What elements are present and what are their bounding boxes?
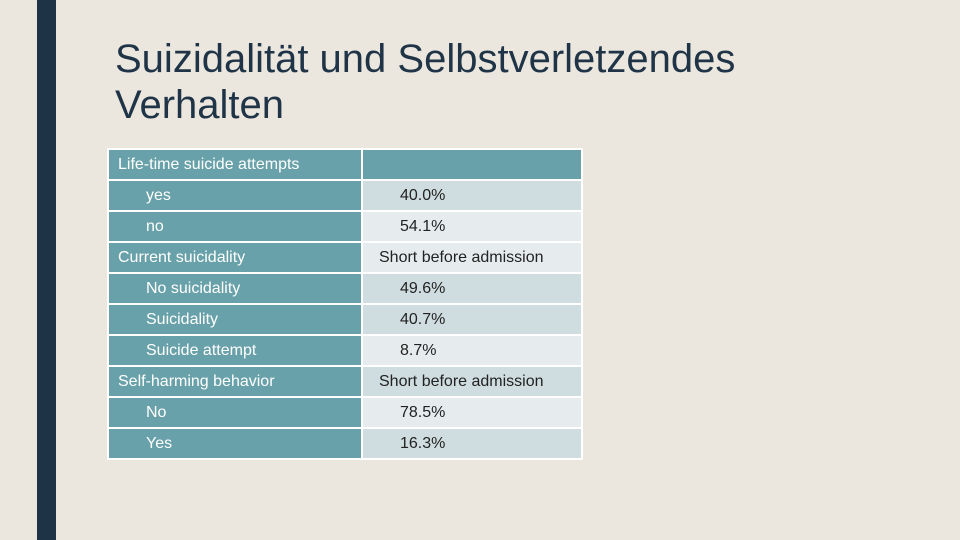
table-row: No suicidality 49.6% [107, 272, 583, 305]
section-header-cell: Life-time suicide attempts [107, 148, 363, 181]
section-header-cell: Current suicidality [107, 241, 363, 274]
row-label-cell: No [107, 396, 363, 429]
row-label-cell: Yes [107, 427, 363, 460]
section-header-value-cell: Short before admission [361, 241, 583, 274]
section-header-row: Current suicidality Short before admissi… [107, 241, 583, 274]
side-accent-bar [37, 0, 56, 540]
row-value: 40.7% [400, 310, 446, 328]
row-label-cell: no [107, 210, 363, 243]
row-value: 49.6% [400, 279, 446, 297]
row-value-cell: 16.3% [361, 427, 583, 460]
row-value-cell: 78.5% [361, 396, 583, 429]
row-label-cell: yes [107, 179, 363, 212]
table-row: Suicide attempt 8.7% [107, 334, 583, 367]
row-label-cell: Suicide attempt [107, 334, 363, 367]
section-header-value-cell [361, 148, 583, 181]
row-label: No [146, 403, 167, 421]
row-value: 16.3% [400, 434, 446, 452]
section-header-label: Current suicidality [118, 248, 246, 266]
section-header-value: Short before admission [379, 372, 544, 390]
row-label: no [146, 217, 164, 235]
section-header-row: Self-harming behavior Short before admis… [107, 365, 583, 398]
row-label: Suicidality [146, 310, 219, 328]
row-value: 78.5% [400, 403, 446, 421]
table-row: Suicidality 40.7% [107, 303, 583, 336]
row-value: 40.0% [400, 186, 446, 204]
row-value-cell: 8.7% [361, 334, 583, 367]
row-label: yes [146, 186, 171, 204]
row-value: 54.1% [400, 217, 446, 235]
row-label: Suicide attempt [146, 341, 257, 359]
slide-title-line-1: Suizidalität und Selbstverletzendes [115, 37, 736, 81]
table-row: yes 40.0% [107, 179, 583, 212]
row-label-cell: Suicidality [107, 303, 363, 336]
section-header-row: Life-time suicide attempts [107, 148, 583, 181]
slide-title: Suizidalität und Selbstverletzendes Verh… [115, 36, 915, 128]
section-header-value: Short before admission [379, 248, 544, 266]
row-label: No suicidality [146, 279, 241, 297]
table-row: Yes 16.3% [107, 427, 583, 460]
row-value: 8.7% [400, 341, 437, 359]
row-value-cell: 54.1% [361, 210, 583, 243]
row-label-cell: No suicidality [107, 272, 363, 305]
row-value-cell: 40.7% [361, 303, 583, 336]
section-header-value-cell: Short before admission [361, 365, 583, 398]
table-row: no 54.1% [107, 210, 583, 243]
section-header-cell: Self-harming behavior [107, 365, 363, 398]
table-row: No 78.5% [107, 396, 583, 429]
section-header-label: Self-harming behavior [118, 372, 275, 390]
suicidality-table: Life-time suicide attempts yes 40.0% no … [107, 148, 583, 460]
section-header-label: Life-time suicide attempts [118, 155, 300, 173]
slide-title-line-2: Verhalten [115, 83, 285, 127]
row-label: Yes [146, 434, 173, 452]
row-value-cell: 40.0% [361, 179, 583, 212]
row-value-cell: 49.6% [361, 272, 583, 305]
